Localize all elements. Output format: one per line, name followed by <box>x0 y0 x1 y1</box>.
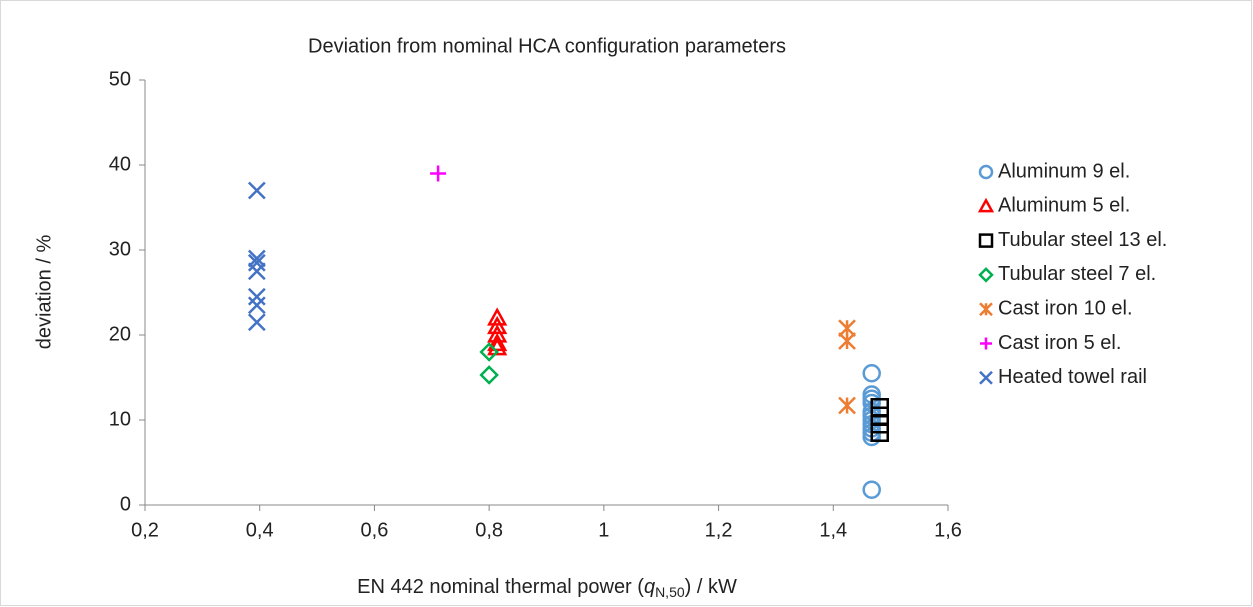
data-point <box>247 253 266 272</box>
data-point <box>479 342 499 362</box>
data-point <box>487 307 508 326</box>
x-label-symbol: q <box>644 576 655 598</box>
y-tick-label: 40 <box>109 153 131 175</box>
legend-label: Aluminum 9 el. <box>998 160 1130 182</box>
legend-label: Heated towel rail <box>998 366 1147 388</box>
data-point <box>487 315 508 335</box>
legend-marker <box>980 337 992 350</box>
data-point <box>862 480 881 499</box>
data-point <box>430 165 447 182</box>
legend-label: Cast iron 5 el. <box>998 332 1121 354</box>
legend-marker <box>978 233 994 248</box>
y-tick-label: 0 <box>120 493 131 515</box>
legend-marker <box>979 370 993 385</box>
x-tick-label: 1,6 <box>934 519 962 541</box>
x-label-prefix: EN 442 nominal thermal power ( <box>357 576 644 598</box>
legend-marker <box>978 267 994 283</box>
x-tick-label: 1,2 <box>705 519 733 541</box>
x-axis-label: EN 442 nominal thermal power (qN,50) / k… <box>357 576 737 599</box>
x-tick-label: 1 <box>598 519 609 541</box>
legend-marker <box>978 164 994 180</box>
y-tick-label: 30 <box>109 238 131 260</box>
data-point <box>247 181 266 200</box>
y-tick-label: 20 <box>109 323 131 345</box>
data-point <box>487 332 508 352</box>
data-point <box>247 287 266 306</box>
data-point <box>862 364 881 383</box>
legend-label: Tubular steel 13 el. <box>998 229 1167 251</box>
x-label-suffix: ) / kW <box>685 576 737 598</box>
legend-label: Tubular steel 7 el. <box>998 263 1156 285</box>
x-tick-label: 0,4 <box>246 519 274 541</box>
data-point <box>870 423 889 442</box>
x-tick-label: 0,8 <box>475 519 503 541</box>
data-point <box>838 396 856 415</box>
data-point <box>247 262 266 281</box>
x-label-subscript: N,50 <box>655 584 685 600</box>
y-tick-label: 50 <box>109 68 131 90</box>
x-tick-label: 1,4 <box>819 519 847 541</box>
y-tick-label: 10 <box>109 408 131 430</box>
legend-label: Aluminum 5 el. <box>998 195 1130 217</box>
x-tick-label: 0,6 <box>361 519 389 541</box>
legend-marker <box>977 197 995 213</box>
legend-marker <box>979 302 993 317</box>
data-point <box>479 365 499 385</box>
legend-label: Cast iron 10 el. <box>998 297 1133 319</box>
chart-title: Deviation from nominal HCA configuration… <box>308 35 786 57</box>
data-point <box>247 249 266 268</box>
x-tick-label: 0,2 <box>131 519 159 541</box>
data-point <box>838 332 856 350</box>
data-point <box>247 296 266 315</box>
y-axis-label: deviation / % <box>33 235 55 350</box>
data-point <box>247 313 266 332</box>
